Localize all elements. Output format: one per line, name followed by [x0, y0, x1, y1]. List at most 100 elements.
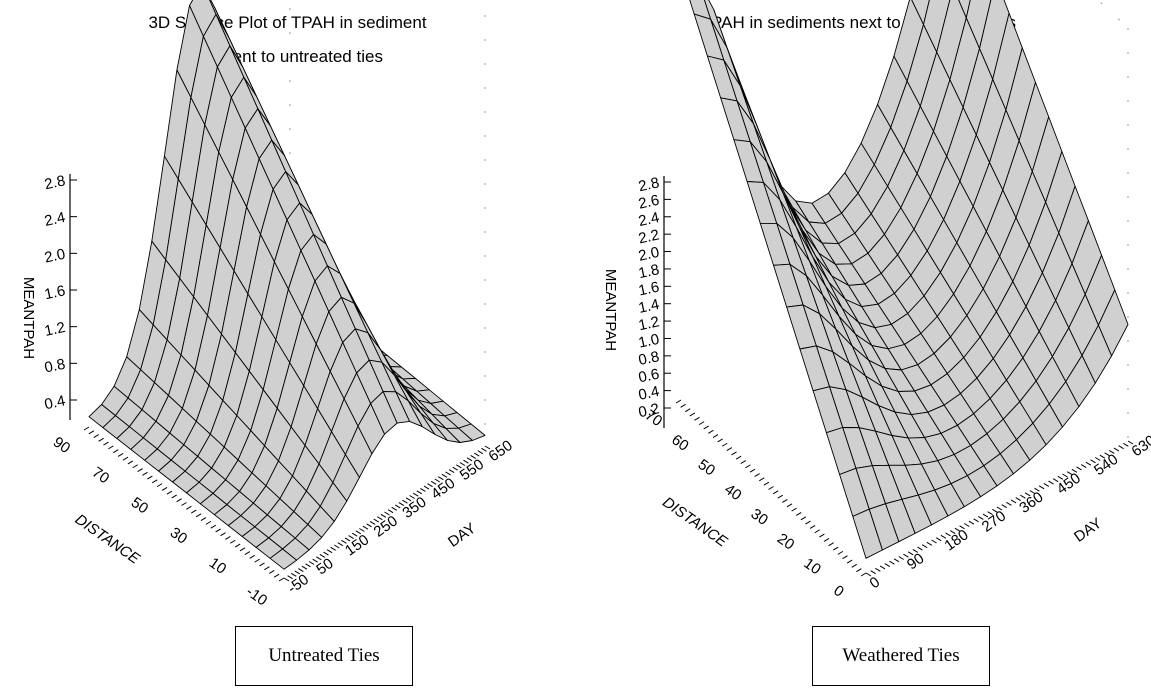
y-tick-label: 180 — [941, 526, 971, 554]
y-minor-tick — [1062, 473, 1068, 478]
x-minor-tick — [234, 543, 241, 548]
y-tick-label: 450 — [428, 475, 458, 503]
y-minor-tick — [935, 537, 942, 542]
z-tick-label: 2.0 — [43, 246, 67, 267]
caption-box: Untreated Ties — [235, 626, 413, 686]
y-minor-tick — [917, 546, 923, 551]
y-minor-tick — [931, 539, 937, 544]
axes: 0.4 0.8 1.2 1.6 2.0 2.4 2.8 MEANTPAH -10 10 30 50 70… — [20, 172, 516, 609]
z-axis-label: MEANTPAH — [602, 269, 619, 351]
z-tick-label: 1.6 — [43, 282, 67, 303]
y-minor-tick — [402, 499, 408, 504]
x-minor-tick — [703, 425, 710, 430]
y-minor-tick — [405, 497, 412, 502]
y-minor-tick — [412, 492, 419, 497]
chart-panel-weathered: PAH in sediments next to weathered ties … — [576, 0, 1151, 690]
y-minor-tick — [333, 544, 340, 549]
y-minor-tick — [441, 473, 448, 478]
z-tick-label: 1.2 — [637, 313, 661, 334]
y-minor-tick — [301, 565, 308, 570]
y-minor-tick — [1038, 485, 1045, 490]
x-minor-tick — [754, 473, 760, 477]
y-minor-tick — [305, 563, 311, 568]
y-minor-tick — [369, 520, 376, 525]
y-minor-tick — [373, 518, 379, 523]
x-minor-tick — [735, 455, 742, 460]
y-minor-tick — [316, 556, 322, 561]
y-minor-tick — [1127, 440, 1134, 445]
y-minor-tick — [1034, 487, 1040, 492]
y-minor-tick — [477, 450, 484, 455]
y-minor-tick — [434, 478, 441, 483]
surface-plot-weathered: 0.20.40.60.81.01.21.41.61.82.02.22.42.62… — [602, 0, 1151, 601]
x-minor-tick — [814, 529, 821, 534]
y-minor-tick — [1113, 447, 1120, 452]
x-tick-label: 50 — [695, 456, 718, 479]
x-minor-tick — [717, 438, 723, 443]
x-minor-tick — [721, 442, 728, 447]
y-minor-tick — [1104, 452, 1110, 457]
x-minor-tick — [842, 555, 848, 560]
x-minor-tick — [731, 451, 737, 456]
x-minor-tick — [823, 537, 830, 542]
y-minor-tick — [907, 551, 914, 556]
y-minor-tick — [1066, 471, 1073, 476]
x-tick-label: -10 — [243, 583, 271, 609]
x-tick-label: 60 — [668, 431, 691, 454]
y-minor-tick — [481, 447, 487, 452]
x-minor-tick — [268, 570, 275, 574]
y-minor-tick — [362, 525, 369, 530]
y-minor-tick — [294, 570, 301, 575]
y-minor-tick — [1048, 480, 1054, 485]
y-minor-tick — [423, 485, 430, 490]
y-minor-tick — [384, 511, 390, 516]
x-tick-label: 0 — [830, 582, 847, 601]
x-tick-label: 50 — [128, 494, 151, 517]
y-minor-tick — [366, 523, 372, 528]
x-tick-label: 40 — [721, 481, 744, 504]
y-tick-label: 90 — [904, 550, 927, 573]
surface — [689, 0, 1129, 559]
y-minor-tick — [348, 535, 354, 540]
y-minor-tick — [445, 471, 451, 476]
y-axis-label: DAY — [1071, 515, 1105, 546]
x-minor-tick — [791, 507, 797, 512]
x-minor-tick — [239, 547, 246, 552]
y-minor-tick — [978, 515, 984, 520]
z-tick-label: 2.6 — [637, 192, 661, 213]
x-minor-tick — [244, 551, 251, 556]
x-tick-label: 70 — [642, 407, 665, 430]
x-minor-tick — [745, 464, 751, 469]
y-minor-tick — [968, 520, 975, 525]
x-minor-tick — [846, 559, 853, 564]
x-minor-tick — [749, 468, 756, 473]
y-minor-tick — [954, 527, 961, 532]
x-minor-tick — [205, 520, 212, 525]
y-minor-tick — [395, 504, 401, 509]
y-minor-tick — [982, 513, 989, 518]
y-minor-tick — [341, 539, 347, 544]
x-minor-tick — [88, 430, 95, 435]
y-tick-label: 550 — [457, 456, 487, 484]
x-minor-tick — [694, 416, 700, 421]
y-minor-tick — [337, 542, 344, 547]
y-minor-tick — [459, 462, 466, 466]
chart-panel-untreated: 3D Surface Plot of TPAH in sediment adja… — [0, 0, 575, 690]
y-minor-tick — [1080, 464, 1087, 469]
y-minor-tick — [898, 556, 905, 560]
z-tick-label: 2.2 — [637, 226, 661, 247]
y-minor-tick — [398, 502, 405, 507]
y-minor-tick — [973, 518, 979, 523]
y-minor-tick — [484, 445, 491, 450]
y-minor-tick — [949, 530, 956, 535]
x-minor-tick — [851, 563, 858, 568]
x-minor-tick — [220, 532, 226, 537]
y-minor-tick — [987, 511, 993, 516]
y-minor-tick — [473, 452, 480, 457]
y-minor-tick — [351, 532, 358, 537]
y-minor-tick — [463, 459, 469, 464]
x-minor-tick — [763, 481, 770, 486]
z-tick-label: 2.8 — [43, 172, 67, 193]
y-minor-tick — [1006, 501, 1012, 506]
x-minor-tick — [142, 471, 148, 476]
